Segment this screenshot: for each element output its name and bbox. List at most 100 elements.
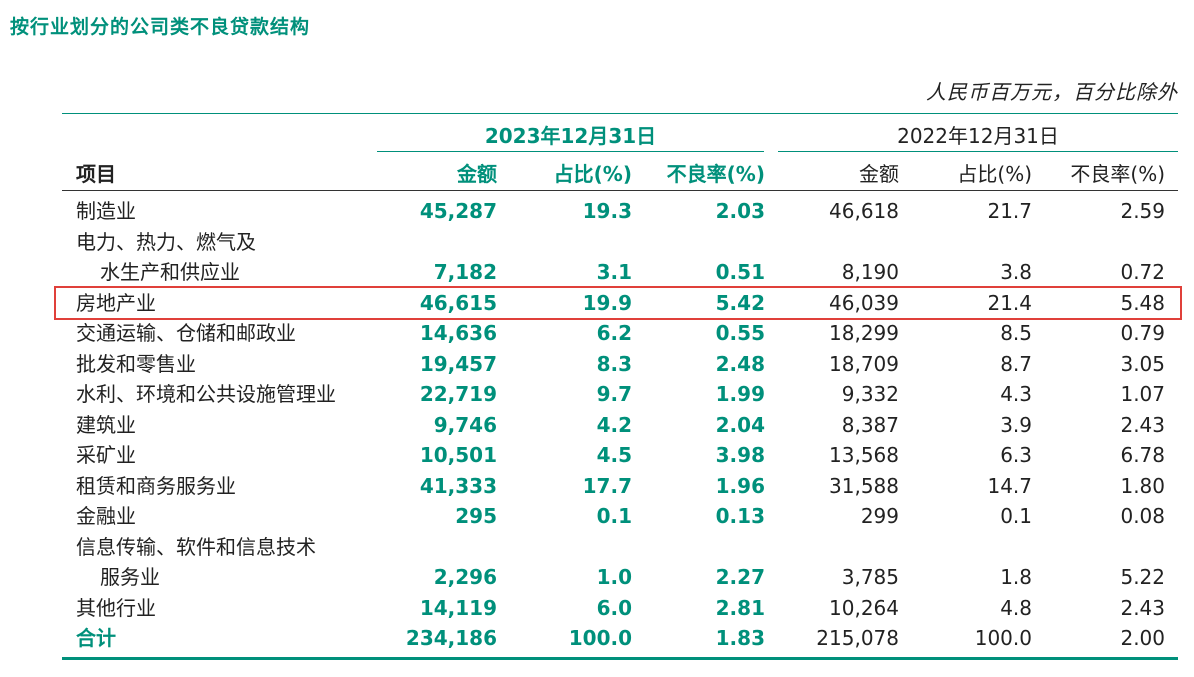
page-title: 按行业划分的公司类不良贷款结构 xyxy=(10,16,311,38)
cell-prev-share: 3.9 xyxy=(1000,412,1032,437)
cell-cur-npl: 3.98 xyxy=(715,443,765,467)
row-label: 水利、环境和公共设施管理业 xyxy=(76,382,336,406)
cell-cur-amount: 2,296 xyxy=(433,565,497,589)
cell-cur-share: 17.7 xyxy=(582,473,632,498)
cell-cur-npl: 2.27 xyxy=(715,565,765,589)
cell-prev-share: 3.8 xyxy=(1000,260,1032,284)
cell-cur-amount: 14,119 xyxy=(419,595,497,620)
row-label: 金融业 xyxy=(76,504,136,528)
table-row: 建筑业 9,746 4.2 2.04 8,387 3.9 2.43 xyxy=(62,410,1178,440)
cell-cur-share: 8.3 xyxy=(596,351,632,376)
cell-prev-share: 21.4 xyxy=(987,290,1032,315)
table-row: 金融业 295 0.1 0.13 299 0.1 0.08 xyxy=(62,501,1178,531)
col-header-prev-npl: 不良率(%) xyxy=(1070,162,1165,186)
cell-prev-amount: 8,190 xyxy=(841,260,899,284)
cell-prev-npl: 3.05 xyxy=(1120,351,1165,376)
cell-prev-amount: 18,299 xyxy=(829,321,899,345)
cell-cur-amount: 7,182 xyxy=(433,260,497,284)
cell-cur-amount: 41,333 xyxy=(419,473,497,498)
cell-prev-amount: 31,588 xyxy=(829,473,899,498)
row-label: 电力、热力、燃气及 xyxy=(76,229,256,254)
row-label: 批发和零售业 xyxy=(76,351,196,376)
total-row: 合计 234,186 100.0 1.83 215,078 100.0 2.00 xyxy=(62,623,1178,653)
table-row: 批发和零售业 19,457 8.3 2.48 18,709 8.7 3.05 xyxy=(62,349,1178,379)
period-current-rule xyxy=(377,151,764,152)
cell-prev-npl: 2.43 xyxy=(1120,595,1165,620)
cell-prev-amount: 215,078 xyxy=(816,626,899,650)
cell-prev-npl: 5.22 xyxy=(1120,565,1165,589)
cell-prev-npl: 5.48 xyxy=(1120,290,1165,315)
table-row: 租赁和商务服务业 41,333 17.7 1.96 31,588 14.7 1.80 xyxy=(62,471,1178,501)
cell-cur-npl: 1.83 xyxy=(715,626,765,650)
row-label: 租赁和商务服务业 xyxy=(76,473,236,498)
table-row: 其他行业 14,119 6.0 2.81 10,264 4.8 2.43 xyxy=(62,593,1178,623)
cell-cur-npl: 2.03 xyxy=(715,199,765,223)
cell-cur-share: 6.2 xyxy=(596,321,632,345)
cell-cur-share: 19.9 xyxy=(582,290,632,315)
row-label: 采矿业 xyxy=(76,443,136,467)
cell-cur-share: 9.7 xyxy=(596,382,632,406)
cell-cur-npl: 0.51 xyxy=(715,260,765,284)
cell-cur-amount: 10,501 xyxy=(419,443,497,467)
table-row: 交通运输、仓储和邮政业 14,636 6.2 0.55 18,299 8.5 0.79 xyxy=(62,318,1178,348)
table-top-rule xyxy=(62,113,1178,114)
row-label: 制造业 xyxy=(76,199,136,223)
cell-cur-amount: 9,746 xyxy=(433,412,497,437)
row-label: 房地产业 xyxy=(76,290,156,315)
cell-prev-share: 4.8 xyxy=(1000,595,1032,620)
cell-cur-share: 0.1 xyxy=(596,504,632,528)
cell-cur-share: 6.0 xyxy=(596,595,632,620)
row-label: 交通运输、仓储和邮政业 xyxy=(76,321,296,345)
table-row: 房地产业 46,615 19.9 5.42 46,039 21.4 5.48 xyxy=(62,288,1178,318)
cell-prev-npl: 2.59 xyxy=(1120,199,1165,223)
cell-prev-amount: 10,264 xyxy=(829,595,899,620)
cell-prev-npl: 6.78 xyxy=(1120,443,1165,467)
cell-cur-npl: 0.55 xyxy=(715,321,765,345)
table-row: 服务业 2,296 1.0 2.27 3,785 1.8 5.22 xyxy=(62,562,1178,592)
cell-prev-npl: 0.08 xyxy=(1120,504,1165,528)
cell-prev-amount: 13,568 xyxy=(829,443,899,467)
cell-prev-amount: 299 xyxy=(860,504,899,528)
cell-cur-share: 4.2 xyxy=(596,412,632,437)
cell-prev-amount: 9,332 xyxy=(841,382,899,406)
cell-prev-npl: 0.72 xyxy=(1120,260,1165,284)
cell-prev-share: 8.5 xyxy=(1000,321,1032,345)
header-rule xyxy=(62,190,1178,191)
table-row: 制造业 45,287 19.3 2.03 46,618 21.7 2.59 xyxy=(62,196,1178,226)
cell-prev-share: 6.3 xyxy=(1000,443,1032,467)
total-label: 合计 xyxy=(76,626,116,650)
cell-cur-amount: 295 xyxy=(455,504,497,528)
cell-cur-npl: 1.99 xyxy=(715,382,765,406)
cell-cur-npl: 2.04 xyxy=(715,412,765,437)
cell-cur-share: 4.5 xyxy=(596,443,632,467)
cell-prev-amount: 46,039 xyxy=(829,290,899,315)
cell-cur-share: 1.0 xyxy=(596,565,632,589)
cell-prev-share: 100.0 xyxy=(974,626,1032,650)
row-label: 服务业 xyxy=(100,565,160,589)
row-label: 建筑业 xyxy=(76,412,136,437)
highlight-box-real-estate xyxy=(54,286,1182,320)
cell-cur-amount: 14,636 xyxy=(419,321,497,345)
cell-cur-amount: 22,719 xyxy=(419,382,497,406)
col-header-item: 项目 xyxy=(76,162,116,186)
row-label: 水生产和供应业 xyxy=(100,260,240,284)
table-row-label-line: 电力、热力、燃气及 xyxy=(62,227,1178,257)
cell-cur-amount: 234,186 xyxy=(405,626,497,650)
table-row: 采矿业 10,501 4.5 3.98 13,568 6.3 6.78 xyxy=(62,440,1178,470)
cell-cur-npl: 1.96 xyxy=(715,473,765,498)
cell-cur-share: 100.0 xyxy=(568,626,632,650)
cell-prev-share: 1.8 xyxy=(1000,565,1032,589)
unit-note: 人民币百万元，百分比除外 xyxy=(926,80,1178,104)
cell-cur-share: 19.3 xyxy=(582,199,632,223)
cell-cur-npl: 2.48 xyxy=(715,351,765,376)
cell-prev-share: 14.7 xyxy=(987,473,1032,498)
period-previous-rule xyxy=(778,151,1178,152)
col-header-cur-amount: 金额 xyxy=(457,162,497,186)
cell-cur-share: 3.1 xyxy=(596,260,632,284)
col-header-cur-npl: 不良率(%) xyxy=(666,162,765,186)
cell-prev-share: 8.7 xyxy=(1000,351,1032,376)
cell-prev-npl: 2.00 xyxy=(1120,626,1165,650)
row-label: 信息传输、软件和信息技术 xyxy=(76,534,316,559)
col-header-prev-amount: 金额 xyxy=(859,162,899,186)
cell-prev-npl: 1.07 xyxy=(1120,382,1165,406)
